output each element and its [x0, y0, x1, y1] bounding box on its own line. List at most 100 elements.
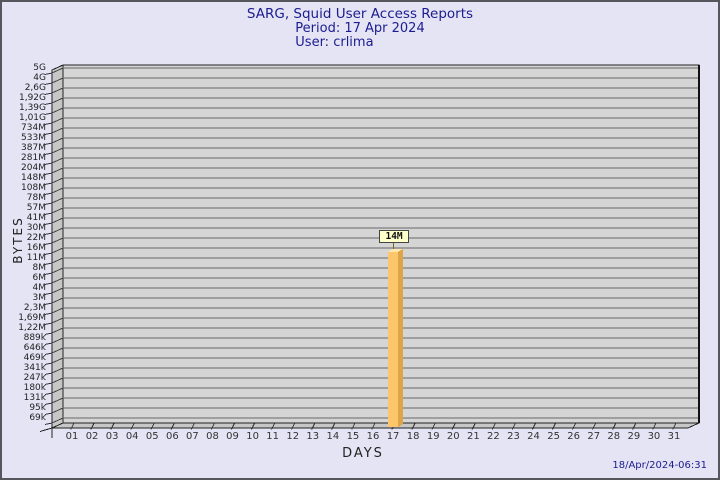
y-tick [44, 332, 53, 335]
x-tick [250, 423, 255, 430]
x-tick-label: 25 [547, 431, 560, 442]
y-tick-label: 6M [32, 273, 47, 283]
x-tick [431, 423, 436, 430]
y-tick [44, 242, 53, 245]
wall-grid-line [51, 407, 64, 414]
y-tick-label: 131k [23, 393, 46, 403]
x-tick [371, 423, 376, 430]
x-tick [351, 423, 356, 430]
y-tick [44, 82, 53, 85]
y-tick [44, 72, 53, 75]
y-tick [44, 132, 53, 135]
wall-grid-line [51, 357, 64, 364]
x-tick-label: 27 [587, 431, 601, 442]
wall-grid-line [51, 97, 64, 104]
x-tick [311, 423, 316, 430]
bar-side [398, 248, 404, 427]
wall-grid-line [51, 117, 64, 124]
x-tick [170, 423, 175, 430]
wall-grid-line [51, 157, 64, 164]
y-tick [44, 302, 53, 305]
y-tick-label: 57M [26, 203, 46, 213]
wall-grid-line [51, 307, 64, 314]
y-tick-label: 1,92G [18, 93, 46, 103]
x-tick [531, 423, 536, 430]
y-tick [44, 402, 53, 405]
y-tick [44, 92, 53, 95]
x-tick [90, 423, 95, 430]
x-tick-label: 18 [406, 431, 420, 442]
x-tick-label: 30 [647, 431, 661, 442]
x-tick-label: 16 [366, 431, 380, 442]
x-tick-label: 10 [246, 431, 259, 442]
x-tick [230, 423, 235, 430]
y-tick-label: 11M [26, 253, 46, 263]
x-tick-label: 09 [226, 431, 239, 442]
x-tick [572, 423, 576, 430]
y-axis-title: BYTES [11, 216, 25, 264]
wall-grid-line [51, 387, 64, 394]
bar-top [388, 248, 404, 252]
wall-grid-line [51, 237, 64, 244]
wall-grid-line [51, 267, 64, 274]
wall-grid-line [51, 107, 64, 114]
y-tick-label: 95k [29, 403, 46, 413]
x-tick-label: 01 [65, 431, 79, 442]
y-tick [44, 342, 53, 345]
y-tick-label: 889k [23, 333, 46, 343]
y-tick [44, 372, 53, 375]
wall-grid-line [51, 317, 64, 324]
wall-grid-line [51, 67, 64, 74]
y-tick-label: 646k [23, 343, 46, 353]
x-tick [190, 423, 195, 430]
y-tick [44, 252, 53, 255]
x-axis-title: DAYS [342, 446, 384, 461]
x-tick-label: 26 [567, 431, 581, 442]
y-tick-label: 78M [26, 193, 46, 203]
y-tick [44, 392, 53, 395]
x-tick [632, 423, 637, 430]
plot-area [62, 64, 700, 424]
x-tick-label: 03 [105, 431, 119, 442]
y-tick [44, 162, 53, 165]
x-tick-label: 04 [125, 431, 139, 442]
x-tick-label: 05 [145, 431, 159, 442]
wall-grid-line [51, 397, 64, 404]
y-tick-label: 8M [32, 263, 47, 273]
y-tick-label: 41M [26, 213, 46, 223]
y-tick [44, 182, 53, 185]
y-tick [44, 102, 53, 105]
x-tick [612, 423, 617, 430]
y-tick-label: 1,01G [18, 113, 46, 123]
x-tick-label: 08 [206, 431, 219, 442]
y-tick-label: 69k [29, 413, 46, 423]
wall-grid-line [51, 167, 64, 174]
chart-header: SARG, Squid User Access Reports Period: … [2, 7, 718, 50]
y-tick-label: 2,6G [24, 83, 46, 93]
wall-grid-line [51, 227, 64, 234]
x-tick [491, 423, 496, 430]
x-tick-label: 15 [346, 431, 360, 442]
x-tick [451, 423, 456, 430]
y-tick-label: 281M [21, 153, 46, 163]
y-tick-label: 180k [23, 383, 46, 393]
y-tick [44, 202, 53, 205]
y-tick-label: 387M [21, 143, 46, 153]
y-tick [44, 172, 53, 175]
y-tick [44, 282, 53, 285]
wall-grid-line [51, 367, 64, 374]
chart-period: Period: 17 Apr 2024 [295, 21, 425, 36]
wall-grid-line [51, 377, 64, 384]
x-tick [551, 423, 556, 430]
x-tick [592, 423, 596, 430]
y-tick-label: 2,3M [23, 303, 46, 313]
y-tick [44, 112, 53, 115]
y-tick [44, 122, 53, 125]
x-tick-label: 02 [85, 431, 99, 442]
wall-grid-line [51, 327, 64, 334]
y-tick-label: 16M [26, 243, 46, 253]
x-tick [331, 423, 336, 430]
y-tick-label: 4M [32, 283, 47, 293]
x-tick [672, 423, 677, 430]
bar [388, 251, 399, 427]
